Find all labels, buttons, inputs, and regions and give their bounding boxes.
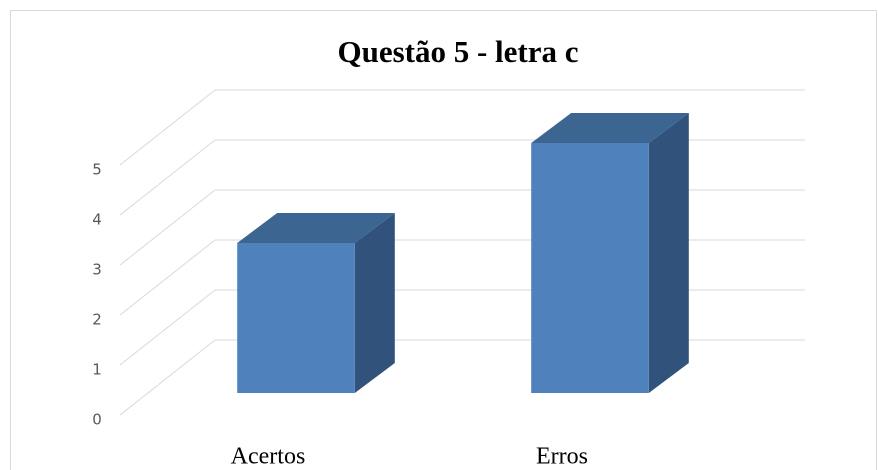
bar-side: [354, 213, 395, 393]
grid-line: [119, 239, 216, 316]
x-tick-label: Erros: [536, 444, 588, 470]
bar: [237, 213, 395, 393]
grid-line: [119, 89, 216, 166]
bar: [531, 113, 689, 393]
y-tick-label: 4: [92, 211, 102, 229]
grid-line: [119, 189, 216, 266]
bar-side: [648, 113, 689, 393]
bar-front: [237, 243, 355, 393]
y-tick-label: 5: [92, 161, 102, 179]
y-tick-label: 1: [92, 361, 102, 379]
y-tick-label: 3: [92, 261, 102, 279]
bar-front: [531, 143, 649, 393]
grid-line: [119, 339, 216, 416]
x-tick-label: Acertos: [231, 444, 306, 470]
grid-line: [119, 139, 216, 216]
chart-title: Questão 5 - letra c: [337, 34, 578, 69]
bar-top: [237, 213, 395, 243]
bar-top: [531, 113, 689, 143]
y-tick-label: 0: [92, 411, 102, 429]
grid-line: [119, 289, 216, 366]
y-tick-label: 2: [92, 311, 102, 329]
